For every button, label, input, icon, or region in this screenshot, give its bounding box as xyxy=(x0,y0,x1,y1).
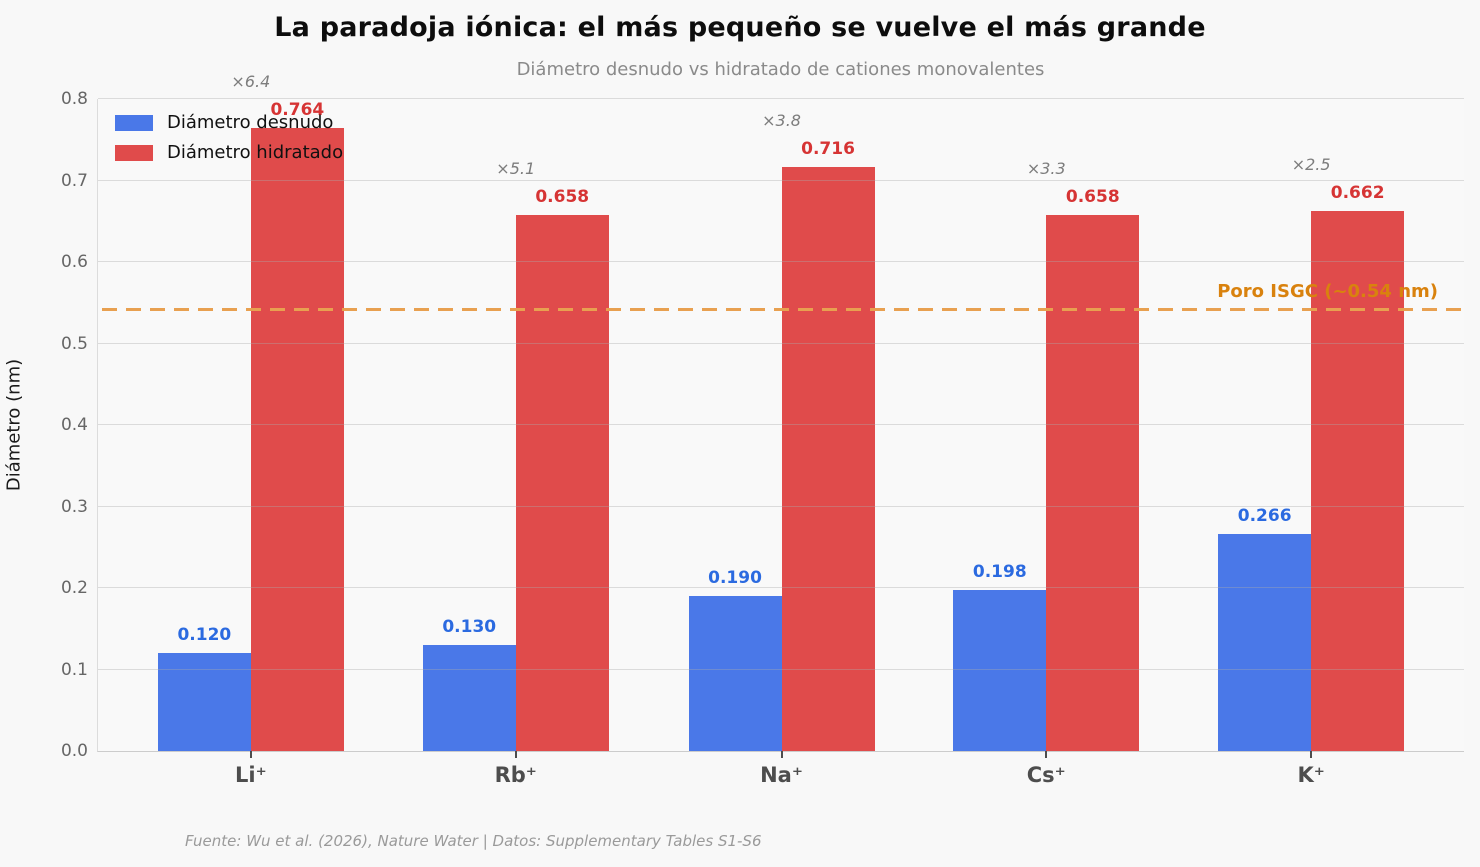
bar-group-Rb⁺: 0.130 0.658 ×5.1 xyxy=(422,99,609,751)
x-tick-K⁺ xyxy=(1310,751,1313,758)
x-tick-Cs⁺ xyxy=(1045,751,1048,758)
source-footnote: Fuente: Wu et al. (2026), Nature Water |… xyxy=(185,832,762,850)
value-label-hydrated-K⁺: 0.662 xyxy=(1330,183,1385,204)
legend-entry-bare: Diámetro desnudo xyxy=(115,112,343,133)
y-axis-label: Diámetro (nm) xyxy=(3,358,25,492)
bar-bare-Li⁺ xyxy=(157,653,251,751)
x-tick-Rb⁺ xyxy=(514,751,517,758)
y-tick-label: 0.6 xyxy=(60,252,88,272)
value-label-hydrated-Rb⁺: 0.658 xyxy=(535,186,590,207)
y-tick-label: 0.7 xyxy=(60,170,88,191)
x-tick-Na⁺ xyxy=(780,751,783,758)
legend-entry-hydrated: Diámetro hidratado xyxy=(115,142,343,163)
bar-group-Na⁺: 0.190 0.716 ×3.8 xyxy=(688,99,875,751)
x-category-label-Rb⁺: Rb⁺ xyxy=(494,763,537,787)
bar-hydrated-Rb⁺ xyxy=(515,214,609,751)
legend: Diámetro desnudo Diámetro hidratado xyxy=(115,112,343,172)
y-tick-label: 0.3 xyxy=(60,496,88,517)
bar-bare-K⁺ xyxy=(1218,534,1312,751)
value-label-bare-Li⁺: 0.120 xyxy=(177,625,232,646)
x-tick-Li⁺ xyxy=(249,751,252,758)
multiplier-label-Li⁺: ×6.4 xyxy=(231,72,271,92)
value-label-bare-Na⁺: 0.190 xyxy=(708,568,762,589)
value-label-hydrated-Li⁺: 0.764 xyxy=(270,100,325,121)
bar-group-Li⁺: 0.120 0.764 ×6.4 xyxy=(157,72,344,751)
value-label-bare-Cs⁺: 0.198 xyxy=(972,561,1027,582)
chart-subtitle: Diámetro desnudo vs hidratado de catione… xyxy=(516,59,1045,80)
multiplier-label-Rb⁺: ×5.1 xyxy=(496,158,536,178)
x-category-label-Na⁺: Na⁺ xyxy=(760,763,803,787)
legend-label-bare: Diámetro desnudo xyxy=(167,112,334,133)
y-tick-label: 0.8 xyxy=(60,89,88,109)
value-label-hydrated-Na⁺: 0.716 xyxy=(801,139,855,160)
bar-hydrated-Cs⁺ xyxy=(1046,214,1140,751)
multiplier-label-Cs⁺: ×3.3 xyxy=(1026,158,1066,178)
multiplier-label-Na⁺: ×3.8 xyxy=(762,111,801,131)
chart-title: La paradoja iónica: el más pequeño se vu… xyxy=(274,12,1206,43)
legend-label-hydrated: Diámetro hidratado xyxy=(167,142,344,163)
value-label-bare-Rb⁺: 0.130 xyxy=(442,617,497,638)
bar-hydrated-Na⁺ xyxy=(781,167,875,751)
bar-bare-Cs⁺ xyxy=(953,589,1047,751)
y-tick-label: 0.5 xyxy=(60,333,88,354)
bar-bare-Na⁺ xyxy=(688,596,782,751)
legend-swatch-hydrated xyxy=(115,144,153,161)
y-tick-label: 0.1 xyxy=(60,659,88,680)
bar-hydrated-K⁺ xyxy=(1311,211,1405,751)
legend-swatch-bare xyxy=(115,114,153,131)
threshold-label: Poro ISGC (~0.54 nm) xyxy=(1217,280,1438,302)
y-tick-label: 0.2 xyxy=(60,578,88,598)
x-category-label-K⁺: K⁺ xyxy=(1297,763,1325,787)
bar-hydrated-Li⁺ xyxy=(250,128,344,751)
plot-area: Diámetro desnudo Diámetro hidratado Poro… xyxy=(61,72,1464,787)
value-label-hydrated-Cs⁺: 0.658 xyxy=(1065,186,1120,207)
value-label-bare-K⁺: 0.266 xyxy=(1237,506,1292,527)
multiplier-label-K⁺: ×2.5 xyxy=(1291,155,1331,175)
bar-group-Cs⁺: 0.198 0.658 ×3.3 xyxy=(953,99,1140,751)
y-tick-label: 0.4 xyxy=(60,415,88,435)
x-category-label-Cs⁺: Cs⁺ xyxy=(1026,763,1066,787)
bar-group-K⁺: 0.266 0.662 ×2.5 xyxy=(1218,99,1405,751)
bar-bare-Rb⁺ xyxy=(422,645,516,751)
x-category-label-Li⁺: Li⁺ xyxy=(235,763,267,787)
y-tick-label: 0.0 xyxy=(60,741,88,761)
